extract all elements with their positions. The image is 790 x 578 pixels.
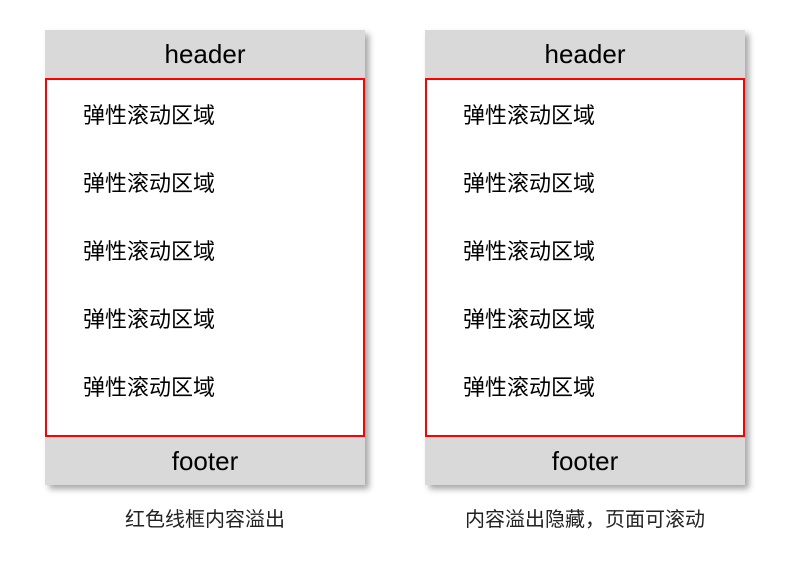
item-list: 弹性滚动区域 弹性滚动区域 弹性滚动区域 弹性滚动区域 弹性滚动区域 弹性滚动区…: [47, 80, 363, 435]
header-label: header: [165, 39, 246, 70]
stage: header 弹性滚动区域 弹性滚动区域 弹性滚动区域 弹性滚动区域 弹性滚动区…: [0, 0, 790, 532]
clip-region: 弹性滚动区域 弹性滚动区域 弹性滚动区域 弹性滚动区域 弹性滚动区域 弹性滚动区…: [47, 80, 363, 435]
list-item: 弹性滚动区域: [427, 148, 743, 216]
list-item: 弹性滚动区域: [427, 420, 743, 437]
panel-header: header: [425, 30, 745, 78]
list-item: 弹性滚动区域: [47, 352, 363, 420]
panel-footer: footer: [425, 437, 745, 485]
header-label: header: [545, 39, 626, 70]
panel-body-overflow: 弹性滚动区域 弹性滚动区域 弹性滚动区域 弹性滚动区域 弹性滚动区域 弹性滚动区…: [45, 78, 365, 437]
list-item: 弹性滚动区域: [427, 80, 743, 148]
left-panel: header 弹性滚动区域 弹性滚动区域 弹性滚动区域 弹性滚动区域 弹性滚动区…: [45, 30, 365, 485]
list-item: 弹性滚动区域: [47, 80, 363, 148]
right-caption: 内容溢出隐藏，页面可滚动: [465, 503, 705, 532]
footer-label: footer: [172, 446, 239, 477]
list-item: 弹性滚动区域: [427, 284, 743, 352]
panel-footer: footer: [45, 437, 365, 485]
list-item: 弹性滚动区域: [47, 148, 363, 216]
left-caption: 红色线框内容溢出: [125, 503, 285, 532]
panel-header: header: [45, 30, 365, 78]
list-item: 弹性滚动区域: [427, 352, 743, 420]
list-item: 弹性滚动区域: [47, 284, 363, 352]
panel-body-scroll[interactable]: 弹性滚动区域 弹性滚动区域 弹性滚动区域 弹性滚动区域 弹性滚动区域 弹性滚动区…: [425, 78, 745, 437]
left-column: header 弹性滚动区域 弹性滚动区域 弹性滚动区域 弹性滚动区域 弹性滚动区…: [45, 30, 365, 532]
list-item: 弹性滚动区域: [427, 216, 743, 284]
right-column: header 弹性滚动区域 弹性滚动区域 弹性滚动区域 弹性滚动区域 弹性滚动区…: [425, 30, 745, 532]
item-list: 弹性滚动区域 弹性滚动区域 弹性滚动区域 弹性滚动区域 弹性滚动区域 弹性滚动区…: [427, 80, 743, 437]
list-item: 弹性滚动区域: [47, 420, 363, 435]
right-panel: header 弹性滚动区域 弹性滚动区域 弹性滚动区域 弹性滚动区域 弹性滚动区…: [425, 30, 745, 485]
footer-label: footer: [552, 446, 619, 477]
list-item: 弹性滚动区域: [47, 216, 363, 284]
